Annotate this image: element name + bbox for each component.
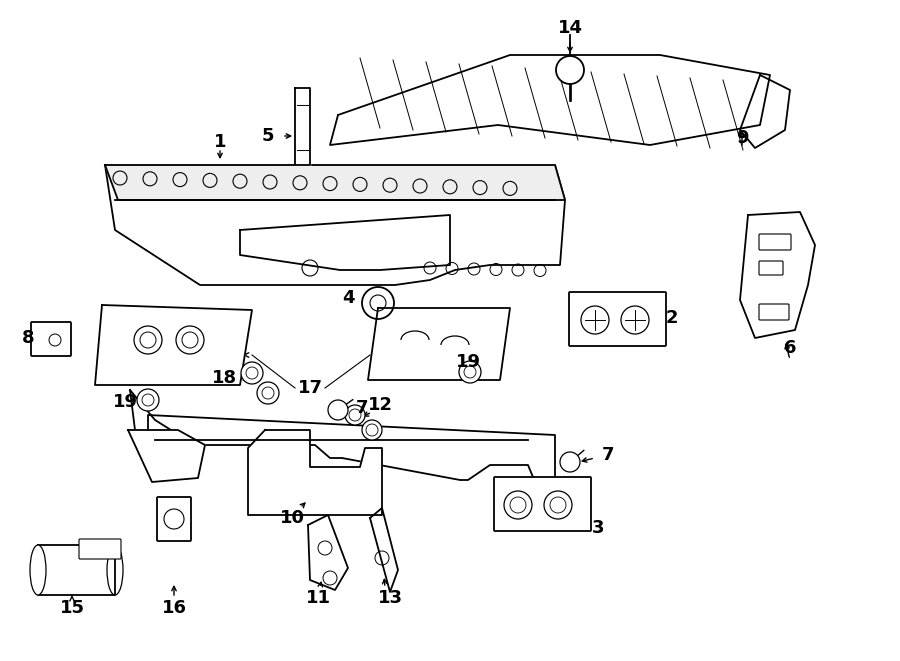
- Text: 6: 6: [784, 339, 796, 357]
- FancyBboxPatch shape: [157, 497, 191, 541]
- Polygon shape: [105, 165, 565, 200]
- Text: 9: 9: [736, 129, 748, 147]
- Circle shape: [241, 362, 263, 384]
- Text: 2: 2: [666, 309, 679, 327]
- Text: 15: 15: [59, 599, 85, 617]
- Polygon shape: [370, 508, 398, 592]
- Text: 12: 12: [367, 396, 392, 414]
- Circle shape: [362, 420, 382, 440]
- Circle shape: [581, 306, 609, 334]
- Text: 10: 10: [280, 509, 304, 527]
- Polygon shape: [130, 390, 555, 482]
- Circle shape: [544, 491, 572, 519]
- Text: 3: 3: [592, 519, 604, 537]
- Circle shape: [621, 306, 649, 334]
- Polygon shape: [330, 55, 770, 145]
- Circle shape: [560, 452, 580, 472]
- Text: 5: 5: [262, 127, 274, 145]
- Polygon shape: [240, 215, 450, 270]
- Polygon shape: [248, 430, 382, 515]
- Circle shape: [459, 361, 481, 383]
- Polygon shape: [740, 212, 815, 338]
- Text: 4: 4: [342, 289, 355, 307]
- Polygon shape: [295, 88, 310, 165]
- Text: 14: 14: [557, 19, 582, 37]
- Circle shape: [328, 400, 348, 420]
- Polygon shape: [38, 545, 115, 595]
- Circle shape: [362, 287, 394, 319]
- Polygon shape: [368, 308, 510, 380]
- FancyBboxPatch shape: [569, 292, 666, 346]
- Text: 1: 1: [214, 133, 226, 151]
- Circle shape: [176, 326, 204, 354]
- Polygon shape: [308, 515, 348, 590]
- Text: 11: 11: [305, 589, 330, 607]
- Ellipse shape: [30, 545, 46, 595]
- Text: 18: 18: [212, 369, 238, 387]
- Text: 8: 8: [22, 329, 34, 347]
- FancyBboxPatch shape: [31, 322, 71, 356]
- Text: 7: 7: [356, 399, 368, 417]
- Circle shape: [556, 56, 584, 84]
- Circle shape: [137, 389, 159, 411]
- Circle shape: [504, 491, 532, 519]
- Circle shape: [257, 382, 279, 404]
- Text: 16: 16: [161, 599, 186, 617]
- Text: 19: 19: [455, 353, 481, 371]
- Text: 17: 17: [298, 379, 322, 397]
- Polygon shape: [128, 430, 205, 482]
- Text: 7: 7: [602, 446, 614, 464]
- Circle shape: [134, 326, 162, 354]
- Circle shape: [345, 405, 365, 425]
- Polygon shape: [105, 165, 565, 285]
- FancyBboxPatch shape: [79, 539, 121, 559]
- FancyBboxPatch shape: [494, 477, 591, 531]
- Text: 19: 19: [112, 393, 138, 411]
- Polygon shape: [740, 75, 790, 148]
- Polygon shape: [95, 305, 252, 385]
- Text: 13: 13: [377, 589, 402, 607]
